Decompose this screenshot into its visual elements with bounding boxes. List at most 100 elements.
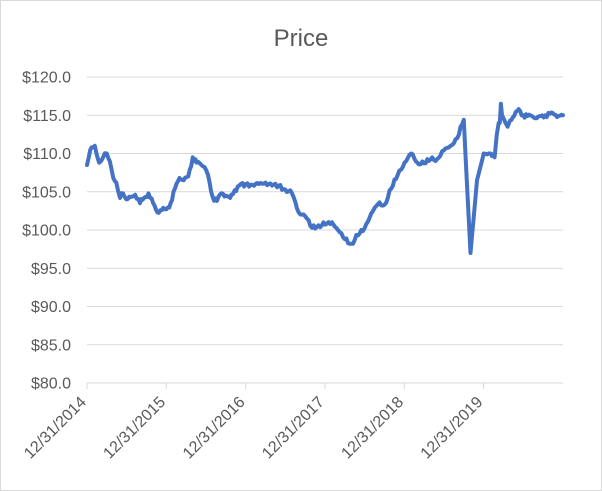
x-axis — [86, 382, 563, 389]
data-point — [270, 184, 274, 188]
data-point — [125, 197, 128, 201]
data-point — [182, 178, 186, 182]
data-point — [449, 144, 452, 148]
data-point — [93, 144, 97, 148]
data-point — [317, 223, 320, 227]
y-tick-label: $85.0 — [31, 337, 71, 354]
data-point — [500, 113, 504, 117]
data-point — [164, 207, 168, 211]
data-point — [211, 195, 215, 199]
x-tick-label: 12/31/2016 — [180, 394, 249, 463]
data-point — [525, 114, 529, 118]
y-axis-tick-labels: $80.0 $85.0 $90.0 $95.0 $100.0 $105.0 $110.0 $1… — [22, 70, 71, 393]
data-point — [498, 121, 502, 125]
x-axis-tick-labels: 12/31/2014 12/31/2015 12/31/2016 12/31/2017… — [21, 394, 486, 463]
data-point — [114, 181, 118, 185]
chart-title: Price — [274, 25, 329, 52]
data-point — [244, 182, 248, 186]
x-tick-label: 12/31/2014 — [21, 394, 90, 463]
data-point — [138, 201, 142, 205]
series-line — [85, 101, 565, 255]
data-point — [237, 184, 241, 188]
data-point — [264, 181, 267, 185]
data-point — [101, 155, 105, 159]
data-point — [219, 191, 223, 195]
data-point — [310, 226, 314, 230]
data-point — [495, 132, 499, 136]
data-point — [186, 174, 190, 178]
data-point — [504, 121, 507, 125]
data-point — [97, 161, 101, 165]
data-point — [349, 242, 353, 246]
data-point — [539, 114, 543, 118]
data-point — [462, 118, 466, 122]
data-point — [191, 155, 195, 159]
data-point — [403, 161, 406, 165]
data-point — [521, 113, 525, 117]
data-point — [442, 148, 446, 152]
data-point — [543, 113, 547, 117]
data-point — [396, 173, 400, 177]
y-tick-label: $95.0 — [31, 261, 71, 278]
data-point — [85, 163, 89, 167]
data-point — [330, 220, 334, 224]
y-tick-label: $100.0 — [22, 223, 71, 240]
data-point — [206, 173, 210, 177]
data-point — [108, 159, 112, 163]
x-tick-label: 12/31/2017 — [259, 394, 328, 463]
data-point — [151, 201, 155, 205]
data-point — [561, 113, 565, 117]
y-tick-label: $80.0 — [31, 376, 71, 393]
data-point — [257, 182, 261, 186]
data-point — [228, 196, 232, 200]
data-point — [552, 113, 556, 116]
data-point — [530, 114, 534, 118]
y-tick-label: $115.0 — [23, 108, 71, 125]
data-point — [356, 233, 360, 237]
data-point — [409, 152, 413, 155]
data-point — [369, 211, 373, 215]
data-point — [215, 199, 219, 203]
data-point — [199, 163, 203, 167]
data-point — [482, 152, 486, 155]
data-point — [548, 112, 552, 116]
data-point — [105, 152, 109, 155]
data-point — [203, 165, 207, 169]
data-point — [224, 194, 228, 198]
data-point — [169, 201, 173, 205]
data-point — [455, 136, 459, 140]
data-point — [173, 186, 177, 190]
x-tick-label: 12/31/2018 — [338, 394, 407, 463]
data-point — [283, 188, 287, 191]
data-point — [376, 202, 380, 206]
data-point — [277, 184, 281, 188]
data-point — [160, 208, 164, 212]
data-point — [469, 251, 472, 255]
data-point — [502, 116, 505, 120]
y-tick-label: $110.0 — [23, 146, 71, 163]
data-point — [121, 191, 125, 195]
data-point — [129, 195, 133, 199]
data-point — [475, 178, 479, 182]
data-point — [343, 237, 347, 241]
data-point — [303, 214, 307, 218]
data-point — [556, 114, 560, 118]
data-point — [142, 196, 146, 200]
data-point — [429, 158, 432, 162]
data-point — [336, 228, 340, 232]
data-point — [422, 161, 426, 165]
data-point — [133, 193, 137, 197]
data-point — [118, 196, 122, 200]
y-tick-label: $90.0 — [31, 299, 71, 316]
data-point — [512, 114, 516, 118]
x-tick-label: 12/31/2019 — [418, 394, 487, 463]
data-point — [111, 176, 115, 180]
data-point — [535, 116, 539, 120]
series-layer — [85, 101, 565, 255]
data-point — [508, 119, 512, 123]
data-point — [415, 161, 419, 165]
data-point — [506, 125, 510, 129]
y-tick-label: $105.0 — [22, 184, 71, 201]
data-point — [147, 191, 150, 195]
